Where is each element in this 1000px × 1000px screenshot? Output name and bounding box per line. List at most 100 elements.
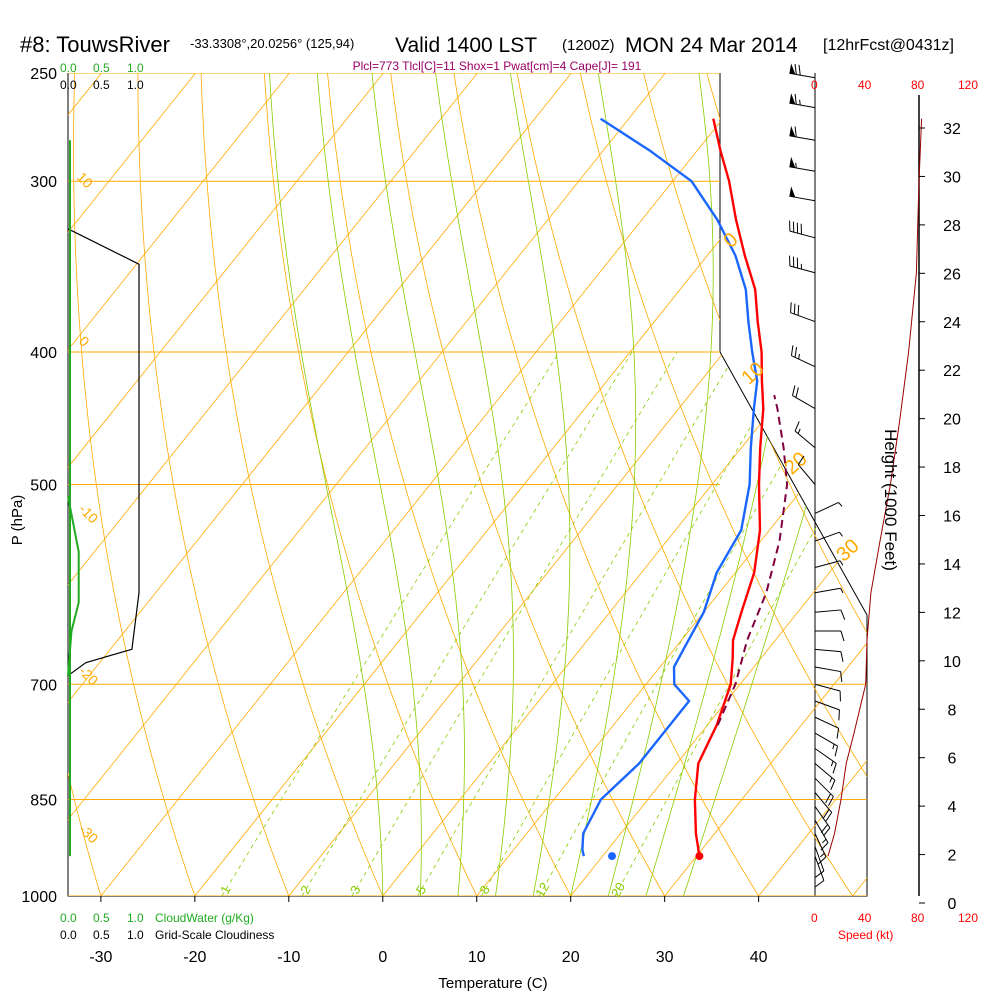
mixing-ratio-line [417,351,738,896]
wind-speed-profile-line [827,118,923,857]
wind-barb [789,125,816,141]
height-tick-label: 32 [943,121,961,138]
moist-adiabat-line [607,73,714,896]
height-tick-label: 8 [948,702,957,719]
top-speed-tick-3: 120 [958,78,978,92]
isotherm-line [68,73,666,896]
chart-title-station: #8: TouwsRiver [20,32,170,57]
bottom-speed-tick-2: 80 [911,911,925,925]
pressure-tick-label: 400 [30,345,57,362]
moist-adiabat-line [510,73,571,896]
pressure-tick-label: 500 [30,478,57,495]
temperature-tick-label: 40 [750,949,768,966]
height-tick-label: 16 [943,509,961,526]
series-point-surface-temperature-marker [695,852,704,861]
isotherm-line [852,73,867,896]
isotherm-line [382,73,867,896]
mixing-ratio-line [481,351,795,896]
bottom-cloudiness-tick-2: 1.0 [127,928,144,942]
series-line-temperature [693,118,765,857]
speed-label: Speed (kt) [838,928,893,942]
dry-adiabat-line [579,73,867,896]
wind-barb [814,683,841,702]
moist-adiabat-line [316,73,422,896]
y-axis-label: P (hPa) [9,495,26,546]
wind-barb [797,455,816,485]
plot-frame [67,73,868,897]
temperature-tick-label: -10 [277,949,300,966]
isotherm-line [0,73,8,896]
mixing-ratio-label: 12 [532,880,552,900]
series-line-dew-point [581,117,759,857]
wind-barb [814,531,843,542]
height-tick-label: 12 [943,605,961,622]
isotherm-line [68,73,196,896]
mixing-ratio-line [614,351,867,896]
height-tick-label: 4 [948,799,957,816]
bottom-cloudwater-tick-1: 0.5 [93,911,110,925]
bottom-cloudiness-tick-1: 0.5 [93,928,110,942]
wind-barb [815,630,845,642]
dry-adiabat-line [68,73,102,896]
mixing-ratio-line [221,351,560,896]
height-tick-label: 18 [943,460,961,477]
pressure-tick-label: 250 [30,66,57,83]
height-tick-label: 20 [943,412,961,429]
bottom-cloudiness-tick-0: 0.0 [60,928,77,942]
cloudwater-label: CloudWater (g/Kg) [155,911,254,925]
height-tick-label: 26 [943,266,961,283]
dry-adiabat-upper-label: -30 [76,821,102,847]
dry-adiabat-line [200,73,384,896]
wind-barb [789,186,816,202]
dry-adiabat-line [390,73,666,896]
mixing-ratio-label: 1 [217,883,234,897]
mixing-ratio-line [301,351,633,896]
wind-barb [790,302,816,323]
isotherm-line [100,73,760,896]
mixing-ratio-line [351,351,678,896]
moist-adiabat-line [570,73,637,896]
isotherm-line [68,73,478,896]
bottom-speed-tick-0: 0 [811,911,818,925]
wind-barb [814,792,833,822]
y2-axis-label: Height (1000 Feet) [881,429,900,571]
temperature-tick-label: 30 [656,949,674,966]
dry-adiabat-line [0,73,7,896]
cloudiness-profile-line [67,228,140,677]
wind-barb [791,385,816,410]
wind-barb [814,763,836,791]
wind-barb [789,156,816,172]
top-cloudiness-tick-1: 0.5 [93,78,110,92]
isotherm-line [68,73,384,896]
pressure-tick-label: 1000 [21,889,57,906]
pressure-tick-label: 300 [30,174,57,191]
dry-adiabat-line [263,73,478,896]
chart-title-valid: Valid 1400 LST [395,34,537,57]
series-line-parcel [716,394,789,726]
mixing-ratio-line [538,351,847,896]
temperature-tick-label: 10 [468,949,486,966]
top-cloudwater-tick-1: 0.5 [93,61,110,75]
height-tick-label: 22 [943,363,961,380]
mixing-ratio-label: 2 [297,883,314,897]
height-tick-label: 10 [943,654,961,671]
top-speed-tick-0: 0 [811,78,818,92]
dry-adiabat-label: 10 [737,358,768,389]
mixing-ratio-label: 20 [608,880,628,900]
wind-barb [814,502,843,514]
moist-adiabat-line [435,73,514,896]
temperature-tick-label: 20 [562,949,580,966]
bottom-speed-tick-3: 120 [958,911,978,925]
height-tick-label: 2 [948,848,957,865]
series-point-surface-dew-point-marker [608,852,617,861]
top-cloudiness-tick-0: 0.0 [60,78,77,92]
top-cloudwater-tick-0: 0.0 [60,61,77,75]
top-speed-tick-2: 80 [911,78,925,92]
wind-barb [814,819,829,851]
wind-barb [814,748,837,774]
wind-barb [814,700,840,721]
chart-title-date: MON 24 Mar 2014 [625,34,798,57]
chart-title-zulu: (1200Z) [562,37,615,54]
dry-adiabat-upper-label: 10 [74,169,96,191]
